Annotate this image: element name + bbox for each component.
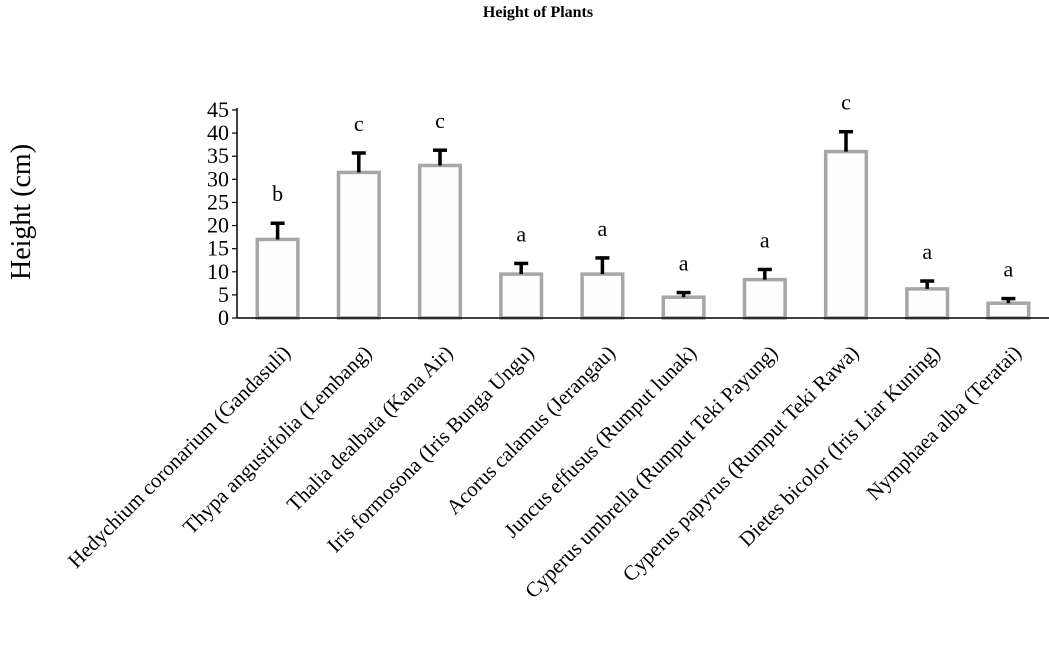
bar — [417, 163, 463, 320]
significance-letter: a — [679, 251, 689, 276]
category-labels: Hedychium coronarium (Gandasuli)Thypa an… — [63, 341, 1026, 603]
x-tick-label: Thalia dealbata (Kana Air) — [282, 341, 458, 517]
bars — [255, 149, 1031, 320]
y-tick-label: 15 — [207, 236, 229, 261]
y-tick-label: 45 — [207, 97, 229, 122]
y-tick-label: 25 — [207, 189, 229, 214]
significance-letter: a — [1004, 257, 1014, 282]
y-axis-label: Height (cm) — [6, 144, 37, 280]
bar — [823, 149, 869, 320]
y-tick-label: 5 — [218, 282, 229, 307]
y-tick-label: 35 — [207, 143, 229, 168]
x-tick-label: Nymphaea alba (Teratai) — [862, 341, 1026, 505]
bar — [742, 277, 787, 320]
significance-letter: a — [516, 221, 526, 246]
y-tick-label: 30 — [207, 166, 229, 191]
y-tick-label: 40 — [207, 120, 229, 145]
significance-letter: c — [354, 111, 364, 136]
significance-letter: c — [435, 108, 445, 133]
bar — [336, 170, 381, 320]
bar — [499, 272, 544, 320]
x-tick-label: Acorus calamus (Jerangau) — [441, 341, 620, 520]
error-bars — [270, 129, 1016, 304]
bar — [986, 301, 1031, 320]
significance-letter: c — [841, 90, 851, 115]
y-tick-label: 10 — [207, 259, 229, 284]
y-tick-label: 0 — [218, 305, 229, 330]
significance-letter: b — [272, 181, 283, 206]
bar — [580, 272, 625, 320]
bar — [661, 295, 706, 320]
bar — [905, 287, 950, 320]
chart-title: Height of Plants — [483, 4, 593, 21]
significance-letter: a — [598, 216, 608, 241]
significance-letters: b c c a a a a c a a — [272, 90, 1013, 282]
significance-letter: a — [922, 239, 932, 264]
bar — [255, 237, 300, 320]
y-tick-label: 20 — [207, 213, 229, 238]
significance-letter: a — [760, 227, 770, 252]
